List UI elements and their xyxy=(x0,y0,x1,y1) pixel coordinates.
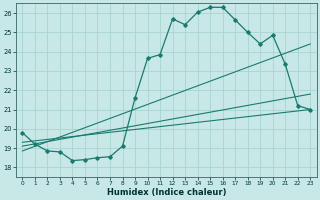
X-axis label: Humidex (Indice chaleur): Humidex (Indice chaleur) xyxy=(107,188,226,197)
